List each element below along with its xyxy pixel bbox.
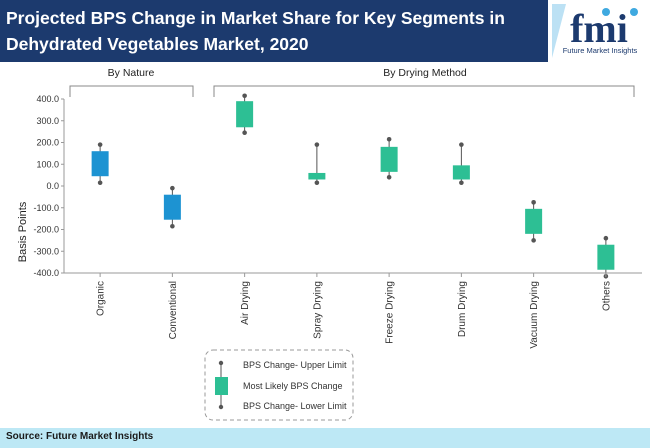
likely-box [597, 244, 615, 270]
box-air-drying [236, 93, 254, 136]
fmi-logo-subtitle: Future Market Insights [562, 46, 638, 55]
fmi-logo-text: fmi [570, 6, 628, 51]
lower-limit-dot [242, 130, 247, 136]
chart-title: Projected BPS Change in Market Share for… [6, 5, 526, 57]
likely-box [525, 208, 543, 234]
box-organic [91, 142, 109, 186]
likely-box [163, 194, 181, 220]
title-band [0, 0, 548, 62]
y-tick-label: -400.0 [33, 268, 59, 278]
lower-limit-dot [459, 180, 464, 186]
box-conventional [163, 185, 181, 229]
upper-limit-dot [531, 200, 536, 205]
lower-limit-dot [97, 180, 103, 186]
footer-band [0, 428, 650, 448]
y-tick-label: 200.0 [36, 138, 59, 148]
x-tick-label: Drum Drying [457, 281, 468, 337]
upper-limit-dot [459, 142, 464, 147]
lower-limit-dot [170, 223, 175, 229]
upper-limit-dot [314, 142, 320, 147]
upper-limit-dot [386, 136, 392, 142]
box-drum-drying [452, 142, 470, 186]
group-labels: By Nature By Drying Method [69, 67, 635, 97]
y-tick-label: -300.0 [33, 246, 59, 256]
lower-limit-dot [314, 180, 320, 186]
fmi-logo: fmi [552, 4, 638, 58]
x-tick-label: Organic [96, 281, 107, 316]
x-tick-label: Vacuum Drying [529, 281, 540, 349]
box-freeze-drying [380, 136, 398, 180]
source-note: Source: Future Market Insights [6, 431, 154, 442]
box-spray-drying [308, 142, 326, 186]
x-axis: Organic Conventional Air Drying Spray Dryin… [64, 272, 642, 349]
likely-box [380, 146, 398, 172]
likely-box [91, 151, 109, 177]
y-tick-label: 0.0 [46, 181, 59, 191]
legend-upper-text: BPS Change- Upper Limit [243, 360, 347, 370]
legend-frame [204, 349, 354, 421]
legend: BPS Change- Upper Limit Most Likely BPS … [204, 349, 354, 421]
upper-limit-dot [97, 142, 103, 147]
plot-area [91, 93, 615, 279]
likely-box [452, 165, 470, 180]
box-chart: By Nature By Drying Method Basis Points … [17, 67, 642, 421]
lower-limit-dot [386, 175, 392, 180]
y-tick-label: 100.0 [36, 159, 59, 169]
x-tick-label: Freeze Drying [385, 281, 396, 344]
title-line-1: Projected BPS Change in Market Share for… [6, 8, 505, 28]
upper-limit-dot [242, 93, 247, 99]
title-line-2: Dehydrated Vegetables Market, 2020 [6, 34, 309, 54]
y-tick-label: -200.0 [33, 225, 59, 235]
legend-lower-text: BPS Change- Lower Limit [243, 401, 347, 411]
group-bracket-drying [213, 85, 635, 97]
legend-lower-dot [218, 404, 224, 410]
upper-limit-dot [170, 185, 175, 191]
group-bracket-nature [69, 85, 194, 97]
x-tick-label: Spray Drying [312, 281, 323, 339]
likely-box [236, 101, 254, 128]
box-vacuum-drying [525, 200, 543, 243]
y-tick-label: 300.0 [36, 116, 59, 126]
group-label-drying: By Drying Method [383, 67, 467, 79]
legend-likely-text: Most Likely BPS Change [243, 381, 343, 391]
y-axis: 400.0 300.0 200.0 100.0 0.0 -100.0 -200.0 -300.… [33, 94, 65, 278]
x-tick-label: Others [601, 281, 612, 311]
x-tick-label: Conventional [168, 281, 179, 339]
upper-limit-dot [603, 235, 609, 241]
y-tick-label: -100.0 [33, 203, 59, 213]
group-label-nature: By Nature [108, 67, 155, 79]
likely-box [308, 172, 326, 180]
legend-box [215, 377, 228, 395]
y-axis-label: Basis Points [17, 201, 29, 262]
header: Projected BPS Change in Market Share for… [0, 0, 650, 62]
legend-upper-dot [218, 360, 224, 366]
lower-limit-dot [531, 238, 536, 243]
x-tick-label: Air Drying [240, 281, 251, 325]
y-tick-label: 400.0 [36, 94, 59, 104]
box-others [597, 235, 615, 279]
